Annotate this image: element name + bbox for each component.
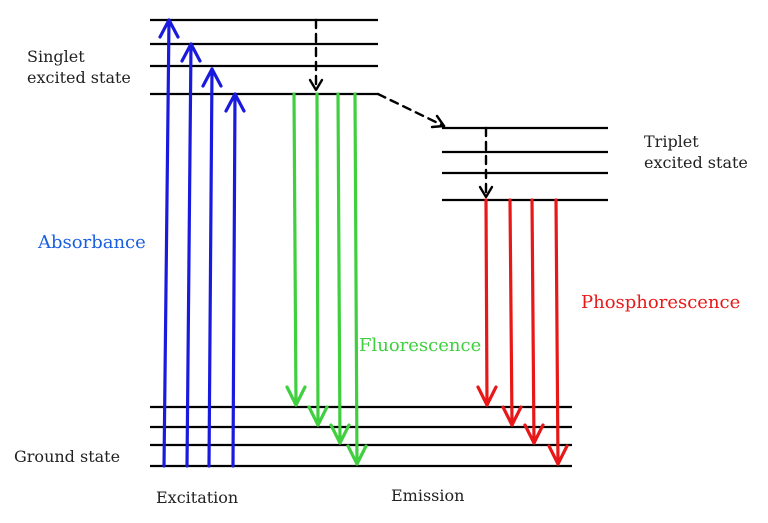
fluorescence-arrow-1 [285, 92, 307, 407]
vibrational-relaxation-triplet-arrow [478, 126, 494, 199]
singlet-label-line1: Singlet [27, 47, 85, 66]
phosphorescence-label: Phosphorescence [581, 292, 740, 313]
fluorescence-arrow-3 [329, 92, 351, 445]
phosphorescence-arrow-2 [501, 198, 523, 427]
intersystem-crossing-arrow [376, 92, 446, 129]
triplet-levels [442, 126, 608, 202]
phosphorescence-arrow-1 [476, 198, 498, 407]
excitation-label: Excitation [156, 488, 238, 507]
phosphorescence-arrows [476, 198, 569, 466]
ground-state-label: Ground state [14, 447, 120, 466]
fluorescence-arrow-2 [307, 92, 329, 427]
absorbance-label: Absorbance [37, 232, 146, 253]
phosphorescence-arrow-4 [547, 198, 569, 466]
absorbance-arrows [158, 18, 246, 468]
fluorescence-arrows [285, 92, 368, 466]
singlet-levels [150, 18, 378, 96]
absorbance-arrow-3 [201, 67, 223, 468]
absorbance-arrow-4 [224, 92, 246, 468]
nonradiative-arrows [308, 18, 494, 199]
vibrational-relaxation-singlet-arrow [308, 18, 324, 92]
absorbance-arrow-1 [158, 18, 180, 468]
phosphorescence-arrow-3 [523, 198, 545, 445]
emission-label: Emission [391, 486, 464, 505]
fluorescence-label: Fluorescence [359, 335, 481, 356]
fluorescence-arrow-4 [346, 92, 368, 466]
absorbance-arrow-2 [180, 42, 202, 468]
triplet-label-line1: Triplet [644, 132, 699, 151]
triplet-label-line2: excited state [644, 153, 748, 172]
singlet-label-line2: excited state [27, 68, 131, 87]
